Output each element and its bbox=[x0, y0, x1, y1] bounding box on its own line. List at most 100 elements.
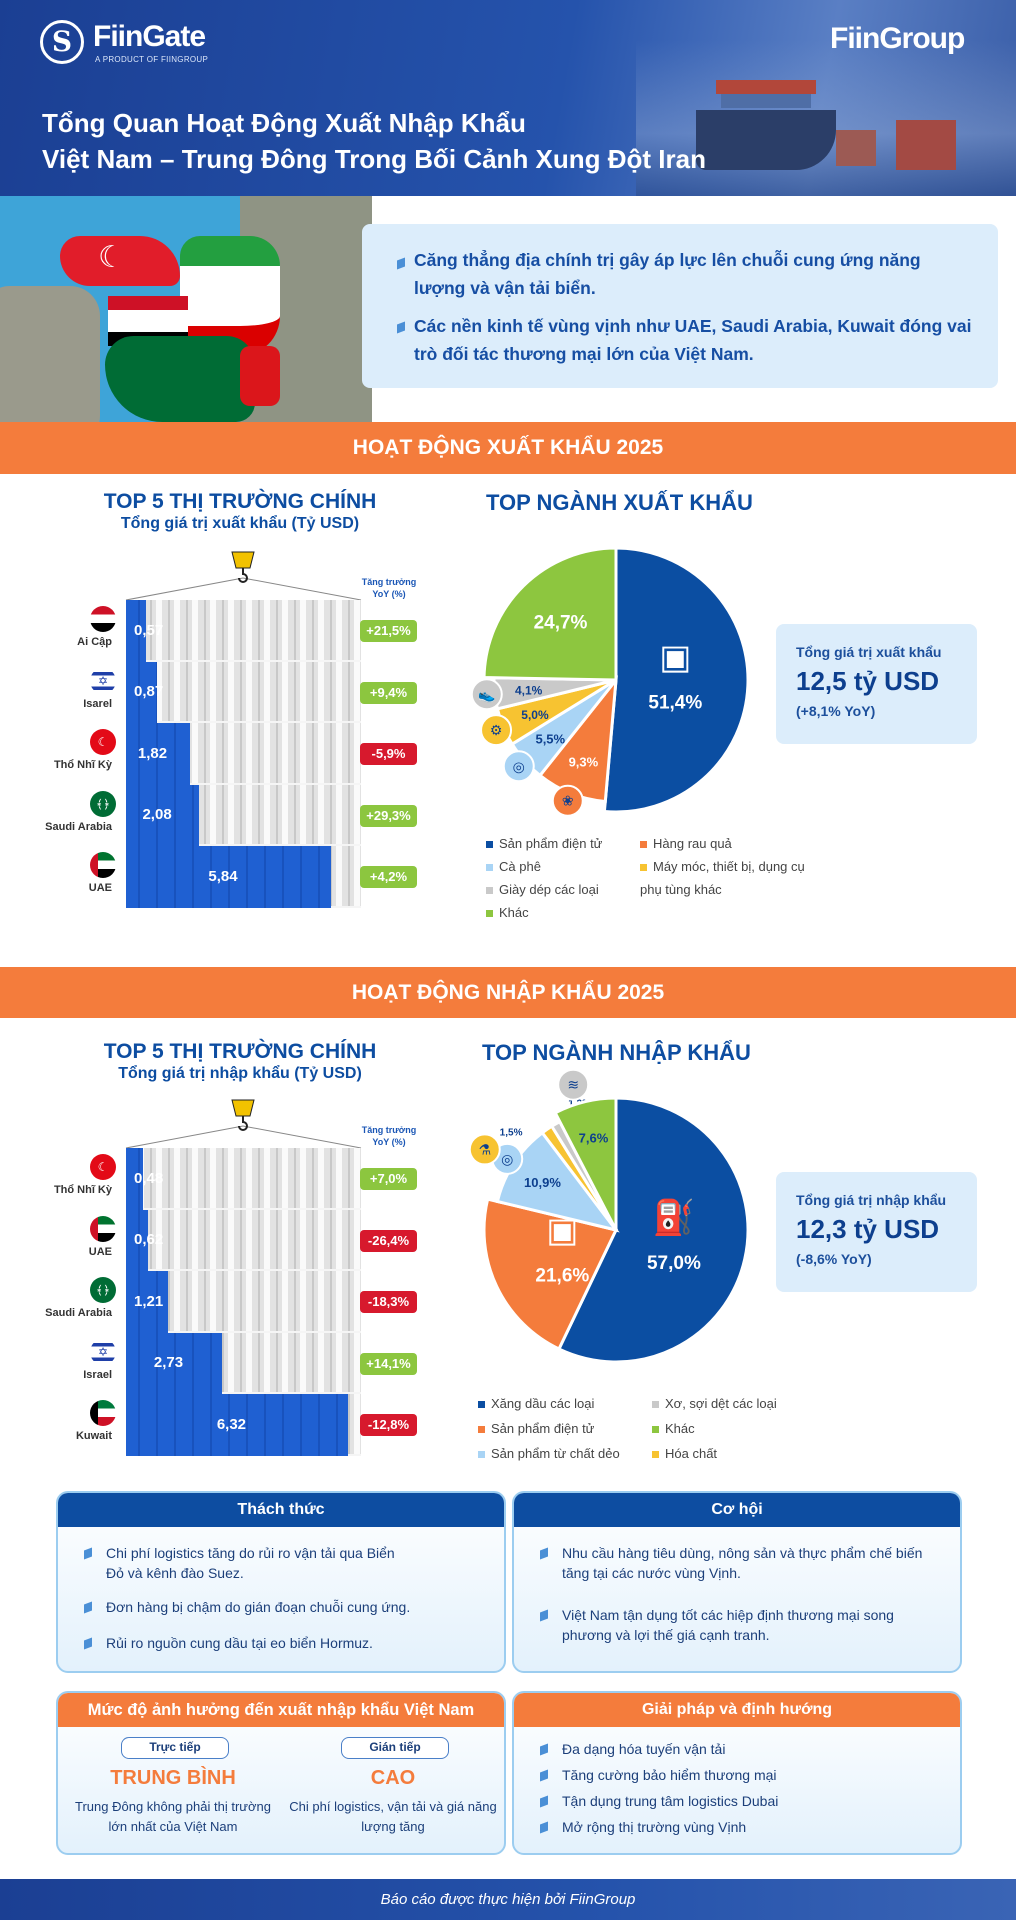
solution-item: Đa dạng hóa tuyến vận tải bbox=[562, 1741, 726, 1757]
import-total-label: Tổng giá trị nhập khẩu bbox=[796, 1192, 947, 1208]
pie-slice bbox=[556, 1096, 750, 1364]
flag-kuwait-icon bbox=[90, 1400, 116, 1426]
yoy-badge: +21,5% bbox=[360, 620, 417, 642]
indirect-label: Gián tiếp bbox=[341, 1737, 449, 1759]
legend-label: Xăng dầu các loại bbox=[491, 1396, 595, 1411]
solution-item: Tăng cường bảo hiểm thương mại bbox=[562, 1767, 777, 1783]
header-banner: S FiinGate A PRODUCT OF FIINGROUP FiinGr… bbox=[0, 0, 1016, 196]
svg-text:⛽: ⛽ bbox=[653, 1198, 695, 1238]
solution-item: Mở rộng thị trường vùng Vịnh bbox=[562, 1819, 747, 1835]
opportunity-item: Việt Nam tận dụng tốt các hiệp định thươ… bbox=[562, 1607, 894, 1643]
legend-swatch bbox=[652, 1451, 659, 1459]
svg-text:⚙: ⚙ bbox=[490, 723, 503, 739]
yoy-header: Tăng trưởng YoY (%) bbox=[361, 577, 417, 599]
pie-value-label: 21,6% bbox=[535, 1266, 589, 1287]
market-bar bbox=[126, 723, 190, 785]
legend-item: Sản phẩm từ chất dẻo bbox=[478, 1442, 648, 1465]
export-sectors-pie: 51,4% ▣ 9,3% ❀ 5,5% ◎ 5,0% ⚙ 4,1% 👟 24,7% bbox=[470, 546, 750, 817]
opportunities-card: Cơ hội Nhu cầu hàng tiêu dùng, nông sản … bbox=[512, 1491, 962, 1673]
pie-value-label: 5,5% bbox=[535, 731, 565, 746]
flag-turkey-icon: ☾ bbox=[90, 1154, 116, 1180]
svg-text:◎: ◎ bbox=[501, 1152, 513, 1168]
fiingate-logo-icon: S bbox=[40, 20, 84, 64]
flag-israel-icon: ✡ bbox=[90, 667, 116, 694]
country-label: Thổ Nhĩ Kỳ bbox=[53, 759, 112, 771]
intro-box: Căng thẳng địa chính trị gây áp lực lên … bbox=[362, 224, 998, 388]
indirect-level: CAO bbox=[370, 1767, 416, 1789]
flag-israel-icon: ✡ bbox=[90, 1338, 116, 1365]
legend-label: Xơ, sợi dệt các loại bbox=[665, 1396, 777, 1411]
opportunity-item: Nhu cầu hàng tiêu dùng, nông sản và thực… bbox=[562, 1545, 923, 1581]
import-total-value: 12,3 tỷ USD bbox=[796, 1214, 940, 1244]
legend-swatch bbox=[478, 1451, 485, 1459]
pie-value-label: 5,0% bbox=[521, 708, 549, 722]
bar-value-label: 6,32 bbox=[216, 1415, 247, 1433]
legend-label: Cà phê bbox=[499, 859, 541, 874]
legend-label: Máy móc, thiết bị, dụng cụ phụ tùng khác bbox=[640, 859, 805, 897]
container-row bbox=[126, 1148, 361, 1210]
legend-swatch bbox=[486, 864, 493, 872]
yoy-badge: +14,1% bbox=[360, 1352, 417, 1375]
export-markets-subtitle: Tổng giá trị xuất khẩu (Tỷ USD) bbox=[120, 515, 360, 532]
market-bar bbox=[126, 600, 146, 662]
legend-label: Sản phẩm từ chất dẻo bbox=[491, 1446, 620, 1461]
import-markets-subtitle: Tổng giá trị nhập khẩu (Tỷ USD) bbox=[118, 1065, 362, 1082]
legend-label: Sản phẩm điện tử bbox=[491, 1421, 595, 1436]
legend-swatch bbox=[640, 864, 647, 872]
pie-value-label: 51,4% bbox=[648, 693, 702, 714]
footer: Báo cáo được thực hiện bởi FiinGroup bbox=[0, 1879, 1016, 1920]
yoy-badge: -26,4% bbox=[360, 1229, 417, 1252]
indirect-desc: Chi phí logistics, vận tải và giá năng l… bbox=[289, 1799, 497, 1834]
legend-label: Giày dép các loại bbox=[499, 882, 599, 897]
yoy-badge: +9,4% bbox=[360, 681, 417, 704]
bullet-icon bbox=[397, 257, 405, 270]
country-label: Isarel bbox=[83, 697, 112, 710]
import-total-box: Tổng giá trị nhập khẩu 12,3 tỷ USD (-8,6… bbox=[776, 1172, 977, 1292]
legend-item: Sản phẩm điện tử bbox=[486, 832, 636, 855]
vegetables-icon: ❀ bbox=[551, 784, 584, 817]
svg-text:◎: ◎ bbox=[513, 759, 525, 775]
solutions-title: Giải pháp và định hướng bbox=[514, 1693, 960, 1727]
challenges-title: Thách thức bbox=[58, 1493, 504, 1527]
bar-value-label: 2,73 bbox=[153, 1354, 184, 1372]
direct-level: TRUNG BÌNH bbox=[110, 1767, 236, 1789]
legend-item: Khác bbox=[652, 1417, 822, 1440]
legend-item: Máy móc, thiết bị, dụng cụ phụ tùng khác bbox=[640, 855, 810, 901]
legend-label: Hàng rau quả bbox=[653, 836, 732, 851]
legend-swatch bbox=[486, 841, 493, 849]
export-banner: HOẠT ĐỘNG XUẤT KHẨU 2025 bbox=[0, 422, 1016, 474]
flag-saudi-icon: ﴾﴿ bbox=[90, 790, 116, 817]
legend-label: Khác bbox=[665, 1421, 695, 1436]
export-total-box: Tổng giá trị xuất khẩu 12,5 tỷ USD (+8,1… bbox=[776, 624, 977, 744]
devices-icon: ▣ bbox=[659, 638, 691, 678]
svg-text:❀: ❀ bbox=[562, 794, 574, 810]
direct-desc: Trung Đông không phải thị trường lớn nhấ… bbox=[75, 1799, 271, 1834]
legend-swatch bbox=[486, 910, 493, 918]
flag-egypt-icon bbox=[90, 606, 116, 632]
market-bar bbox=[126, 1332, 222, 1394]
country-label: Ai Cập bbox=[77, 636, 112, 648]
legend-item: Xơ, sợi dệt các loại bbox=[652, 1392, 822, 1415]
bar-value-label: 0,87 bbox=[134, 683, 164, 701]
solutions-card: Giải pháp và định hướng Đa dạng hóa tuyế… bbox=[512, 1691, 962, 1855]
import-markets-title: TOP 5 THỊ TRƯỜNG CHÍNH bbox=[103, 1040, 377, 1063]
export-total-value: 12,5 tỷ USD bbox=[796, 666, 940, 696]
chemical-icon: ⚗ bbox=[468, 1133, 501, 1166]
intro-point: Căng thẳng địa chính trị gây áp lực lên … bbox=[414, 250, 921, 298]
pie-slice bbox=[482, 546, 618, 682]
bullet-icon bbox=[397, 321, 405, 334]
bar-value-label: 0,57 bbox=[134, 621, 164, 639]
pie-value-label: 4,1% bbox=[515, 684, 543, 698]
crane-hook-icon bbox=[125, 551, 362, 601]
import-total-yoy: (-8,6% YoY) bbox=[796, 1251, 872, 1267]
export-markets-title: TOP 5 THỊ TRƯỜNG CHÍNH bbox=[103, 490, 377, 513]
pie-value-label: 57,0% bbox=[647, 1253, 701, 1274]
market-bar bbox=[126, 1394, 348, 1456]
yoy-badge: -12,8% bbox=[360, 1414, 417, 1436]
gears-icon: ⚙ bbox=[480, 714, 513, 747]
country-label: Saudi Arabia bbox=[45, 1307, 112, 1319]
market-bar bbox=[126, 661, 157, 723]
bar-value-label: 0,48 bbox=[134, 1169, 164, 1187]
legend-label: Sản phẩm điện tử bbox=[499, 836, 603, 851]
legend-item: Xăng dầu các loại bbox=[478, 1392, 648, 1415]
